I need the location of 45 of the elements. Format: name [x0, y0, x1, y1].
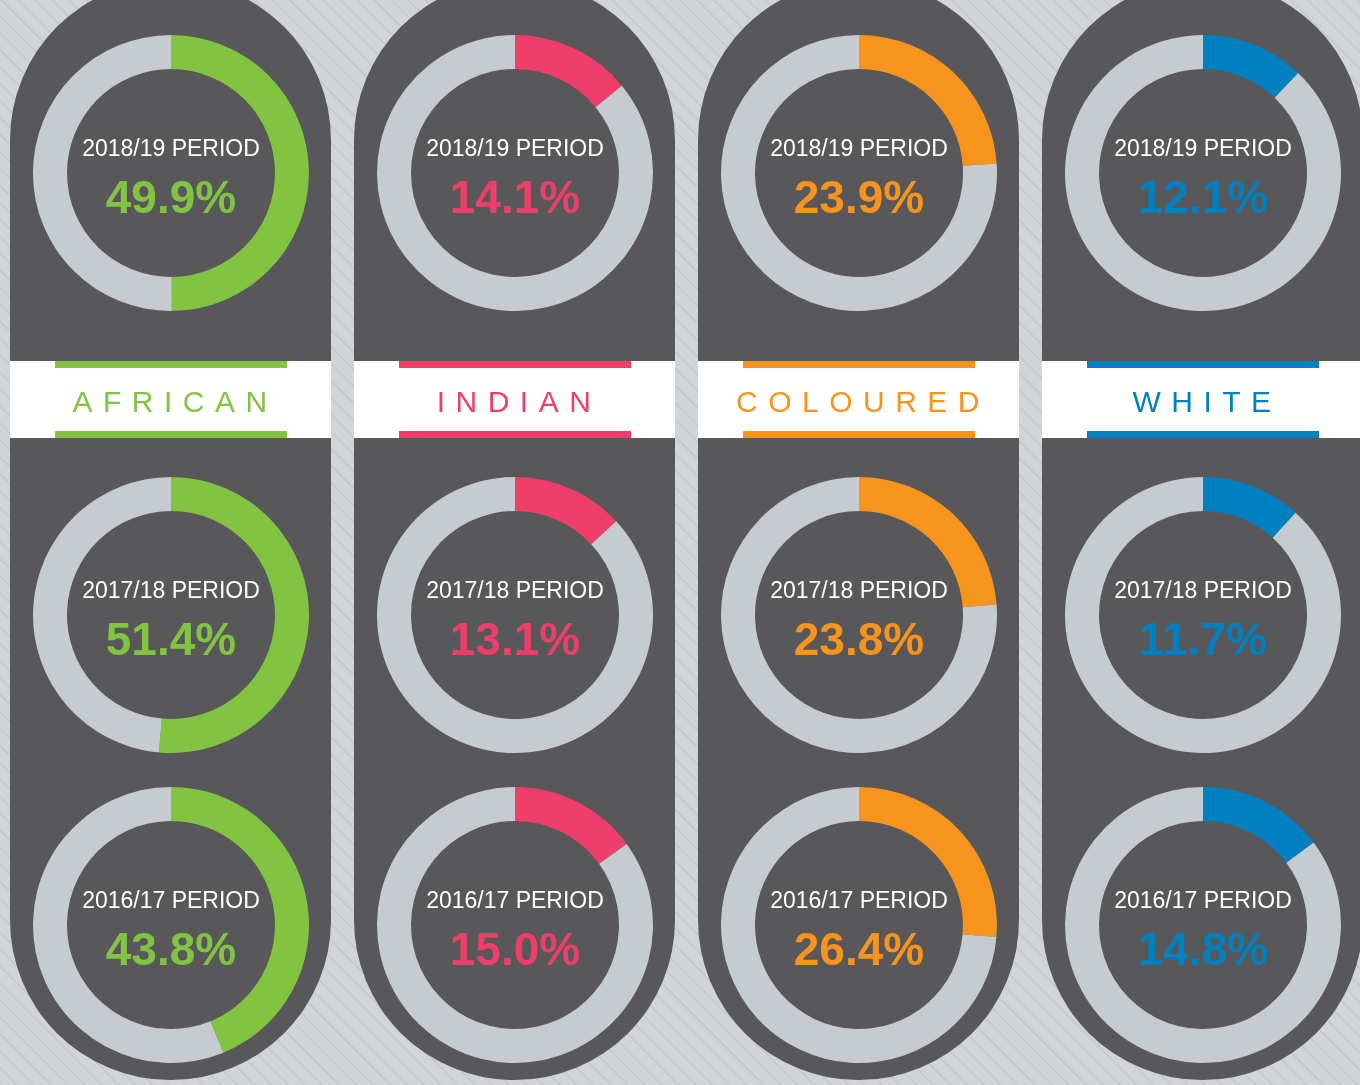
- text: 26.4%: [793, 923, 925, 975]
- donut-slice: [859, 35, 997, 166]
- donut-slice: [1065, 477, 1341, 753]
- donut-slice: [377, 35, 653, 311]
- donut-slice: [1203, 35, 1299, 98]
- text: 2017/18 PERIOD: [770, 577, 948, 603]
- text: 2016/17 PERIOD: [770, 887, 948, 913]
- text: 23.8%: [793, 613, 925, 665]
- text: 49.9%: [105, 171, 237, 223]
- text: 15.0%: [449, 923, 581, 975]
- text: INDIAN: [436, 385, 602, 418]
- text: 2016/17 PERIOD: [1114, 887, 1292, 913]
- text: 51.4%: [105, 613, 237, 665]
- donut-slice: [515, 477, 617, 545]
- text: 43.8%: [105, 923, 237, 975]
- text: 14.1%: [449, 171, 581, 223]
- donut-slice: [1203, 477, 1296, 538]
- text: 2016/17 PERIOD: [82, 887, 260, 913]
- donut-slice: [515, 787, 627, 864]
- donut-slice: [721, 787, 997, 1063]
- text: AFRICAN: [72, 385, 278, 418]
- donut-slice: [377, 787, 653, 1063]
- text: WHITE: [1132, 385, 1282, 418]
- donut-slice: [859, 477, 997, 608]
- donut-slice: [377, 477, 653, 753]
- text: 2018/19 PERIOD: [426, 135, 604, 161]
- text: 13.1%: [449, 613, 581, 665]
- text: 12.1%: [1137, 171, 1269, 223]
- text: 2017/18 PERIOD: [82, 577, 260, 603]
- text: 11.7%: [1139, 613, 1267, 665]
- donut-slice: [721, 477, 997, 753]
- text: 23.9%: [793, 171, 925, 223]
- text: 2016/17 PERIOD: [426, 887, 604, 913]
- text: 14.8%: [1137, 923, 1269, 975]
- text: 2017/18 PERIOD: [426, 577, 604, 603]
- donut-slice: [1065, 787, 1341, 1063]
- text: COLOURED: [735, 385, 991, 418]
- donut-slice: [721, 35, 997, 311]
- text: 2018/19 PERIOD: [82, 135, 260, 161]
- donut-slice: [1203, 787, 1314, 863]
- donut-slice: [515, 35, 622, 108]
- text: 2018/19 PERIOD: [770, 135, 948, 161]
- text: 2018/19 PERIOD: [1114, 135, 1292, 161]
- donut-slice: [1065, 35, 1341, 311]
- text: 2017/18 PERIOD: [1114, 577, 1292, 603]
